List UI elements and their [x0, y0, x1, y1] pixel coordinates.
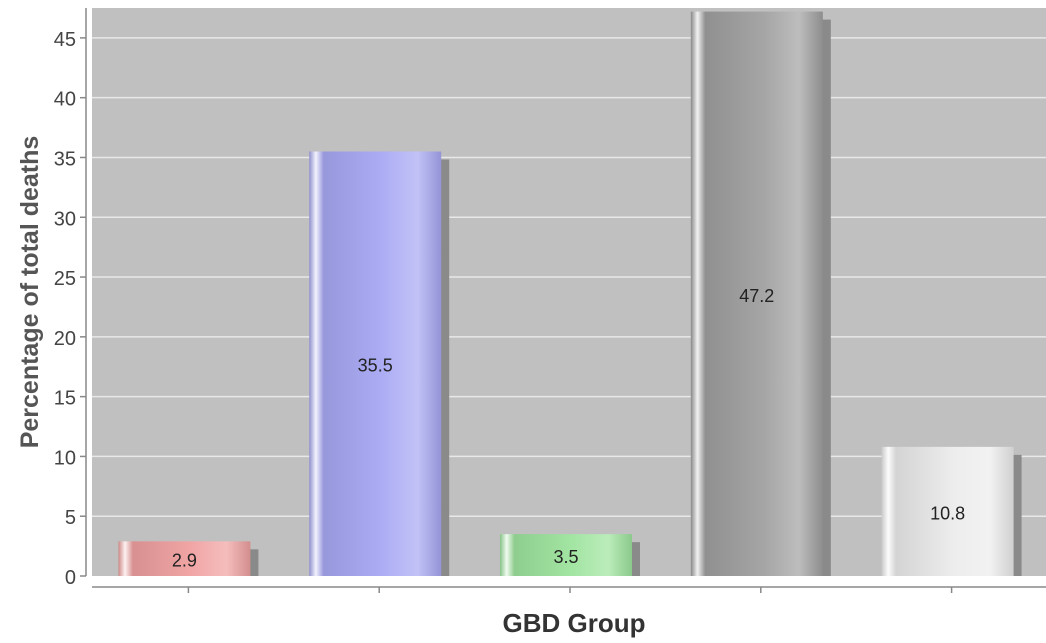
data-labels-group: 2.9 35.5 3.5 47.2 10.8 — [172, 286, 965, 571]
data-label-1: 2.9 — [172, 551, 197, 571]
y-tick-label: 10 — [54, 447, 76, 469]
grid-lines — [92, 37, 1046, 517]
y-tick-labels: 0 5 10 15 20 25 30 35 40 45 — [54, 29, 86, 589]
y-tick-label: 45 — [54, 29, 76, 51]
y-tick-label: 40 — [54, 89, 76, 111]
y-tick-label: 25 — [54, 268, 76, 290]
x-axis-label: GBD Group — [503, 608, 646, 638]
data-label-3: 3.5 — [553, 547, 578, 567]
y-tick-label: 5 — [65, 507, 76, 529]
bar-4 — [690, 11, 823, 577]
y-tick-label: 15 — [54, 388, 76, 410]
bar-1 — [118, 541, 251, 576]
y-axis-label: Percentage of total deaths — [16, 136, 44, 449]
bar-5 — [881, 446, 1014, 576]
y-tick-label: 35 — [54, 148, 76, 170]
y-tick-label: 0 — [65, 567, 76, 589]
data-label-4: 47.2 — [739, 286, 774, 306]
bar-3 — [500, 534, 632, 576]
data-label-2: 35.5 — [358, 356, 393, 376]
bar-2 — [309, 151, 442, 576]
y-tick-label: 30 — [54, 208, 76, 230]
y-tick-label: 20 — [54, 328, 76, 350]
axes — [85, 8, 1046, 588]
bars-group — [118, 11, 1022, 577]
data-label-5: 10.8 — [930, 503, 965, 523]
x-tick-marks — [187, 587, 953, 593]
